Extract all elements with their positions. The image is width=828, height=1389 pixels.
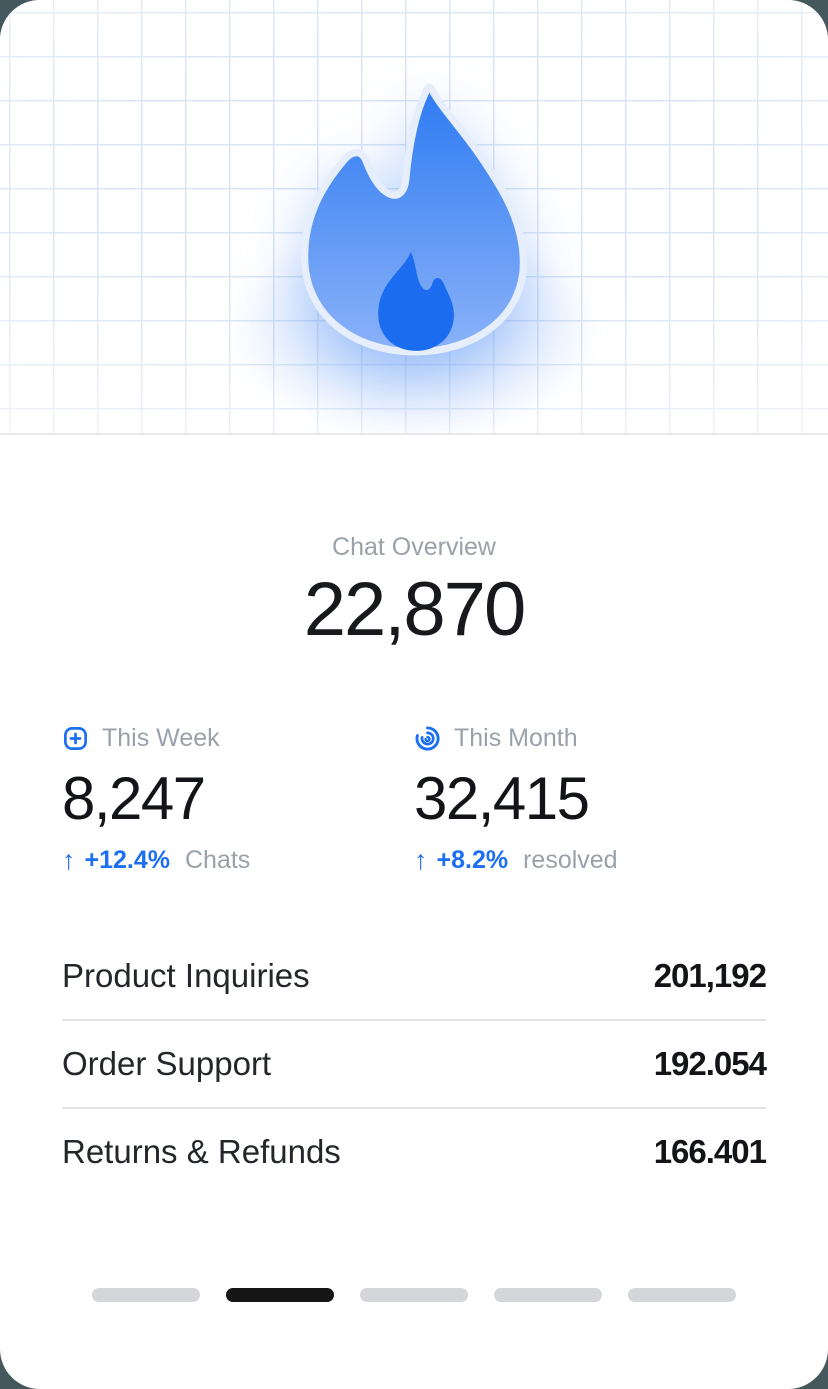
plus-square-icon [64,726,87,750]
card-title: Chat Overview [332,533,496,561]
stats-row: This Week 8,247 ↑ +12.4% Chats This Mont… [0,724,828,875]
stat-label: This Month [454,723,578,752]
up-arrow-icon: ↑ [414,844,428,875]
spiral-icon [415,726,440,751]
stat-delta-percent: +8.2% [436,845,509,874]
category-value: 166.401 [653,1132,767,1170]
category-list: Product Inquiries 201,192 Order Support … [62,933,767,1195]
category-row-returns-refunds: Returns & Refunds 166.401 [62,1106,767,1195]
hero-banner [0,0,828,435]
category-row-product-inquiries: Product Inquiries 201,192 [62,933,767,1019]
page-indicator[interactable] [494,1288,602,1302]
page-indicator-active[interactable] [226,1288,334,1302]
category-label: Returns & Refunds [62,1132,341,1170]
stat-delta-suffix: resolved [523,845,618,874]
pagination [0,1288,828,1302]
total-chats-value: 22,870 [303,566,526,652]
stat-delta-percent: +12.4% [84,845,171,874]
up-arrow-icon: ↑ [62,844,76,875]
category-row-order-support: Order Support 192.054 [62,1018,767,1107]
category-value: 192.054 [653,1044,767,1082]
stat-delta-suffix: Chats [185,845,251,874]
flame-icon [301,83,527,356]
stat-value: 32,415 [414,764,590,832]
page-indicator[interactable] [360,1288,468,1302]
page-indicator[interactable] [92,1288,200,1302]
category-label: Order Support [62,1044,272,1082]
stat-this-month: This Month 32,415 ↑ +8.2% resolved [414,724,766,875]
stat-label: This Week [102,723,220,752]
category-label: Product Inquiries [62,956,310,994]
category-value: 201,192 [653,956,767,994]
stat-value: 8,247 [62,764,206,832]
stat-this-week: This Week 8,247 ↑ +12.4% Chats [62,724,414,875]
page-indicator[interactable] [628,1288,736,1302]
